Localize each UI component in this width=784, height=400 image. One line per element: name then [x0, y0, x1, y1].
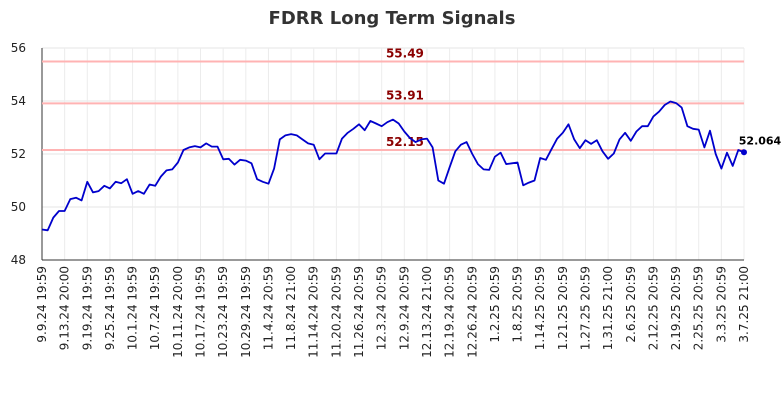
- x-tick-label: 2.6.25 20:59: [624, 266, 638, 343]
- x-tick-label: 11.20.24 20:59: [329, 266, 343, 358]
- last-point-marker: [741, 149, 747, 156]
- x-tick-label: 10.1.24 19:59: [126, 266, 140, 350]
- x-tick-label: 12.9.24 20:59: [397, 266, 411, 350]
- x-tick-label: 1.21.25 20:59: [556, 266, 570, 350]
- x-tick-label: 9.9.24 19:59: [35, 266, 49, 343]
- x-tick-label: 9.13.24 20:00: [58, 266, 72, 350]
- x-tick-label: 9.19.24 19:59: [80, 266, 94, 350]
- x-tick-label: 9.25.24 19:59: [103, 266, 117, 350]
- x-tick-label: 2.25.25 20:59: [692, 266, 706, 350]
- x-tick-label: 12.13.24 21:00: [420, 266, 434, 358]
- last-value-label: 52.064: [739, 134, 782, 147]
- x-tick-label: 12.19.24 20:59: [443, 266, 457, 358]
- x-tick-label: 1.31.25 21:00: [601, 266, 615, 350]
- y-tick-label: 50: [11, 200, 26, 214]
- x-tick-label: 12.3.24 20:59: [375, 266, 389, 350]
- y-tick-label: 48: [11, 253, 26, 267]
- series-line: [41, 100, 745, 232]
- chart-title: FDRR Long Term Signals: [268, 8, 516, 29]
- x-tick-label: 2.12.25 20:59: [646, 266, 660, 350]
- y-tick-label: 52: [11, 147, 26, 161]
- x-tick-label: 10.23.24 19:59: [216, 266, 230, 358]
- y-tick-label: 56: [11, 41, 26, 55]
- x-tick-label: 1.2.25 20:59: [488, 266, 502, 343]
- x-tick-label: 10.17.24 19:59: [194, 266, 208, 358]
- x-tick-label: 2.19.25 20:59: [669, 266, 683, 350]
- y-tick-label: 54: [11, 94, 26, 108]
- x-tick-label: 3.3.25 20:59: [714, 266, 728, 343]
- x-tick-label: 10.7.24 19:59: [148, 266, 162, 350]
- x-tick-label: 10.29.24 19:59: [239, 266, 253, 358]
- x-tick-label: 11.14.24 20:59: [307, 266, 321, 358]
- x-tick-label: 10.11.24 20:00: [171, 266, 185, 358]
- x-tick-label: 12.26.24 20:59: [465, 266, 479, 358]
- x-tick-label: 1.14.25 20:59: [533, 266, 547, 350]
- reference-label: 53.91: [386, 88, 424, 102]
- x-tick-label: 1.8.25 20:59: [511, 266, 525, 343]
- reference-label: 55.49: [386, 47, 424, 61]
- reference-label: 52.15: [386, 135, 424, 149]
- x-tick-label: 11.4.24 20:59: [261, 266, 275, 350]
- x-tick-label: 11.8.24 21:00: [284, 266, 298, 350]
- x-tick-label: 3.7.25 21:00: [737, 266, 751, 343]
- x-tick-label: 11.26.24 20:59: [352, 266, 366, 358]
- x-tick-label: 1.27.25 20:59: [578, 266, 592, 350]
